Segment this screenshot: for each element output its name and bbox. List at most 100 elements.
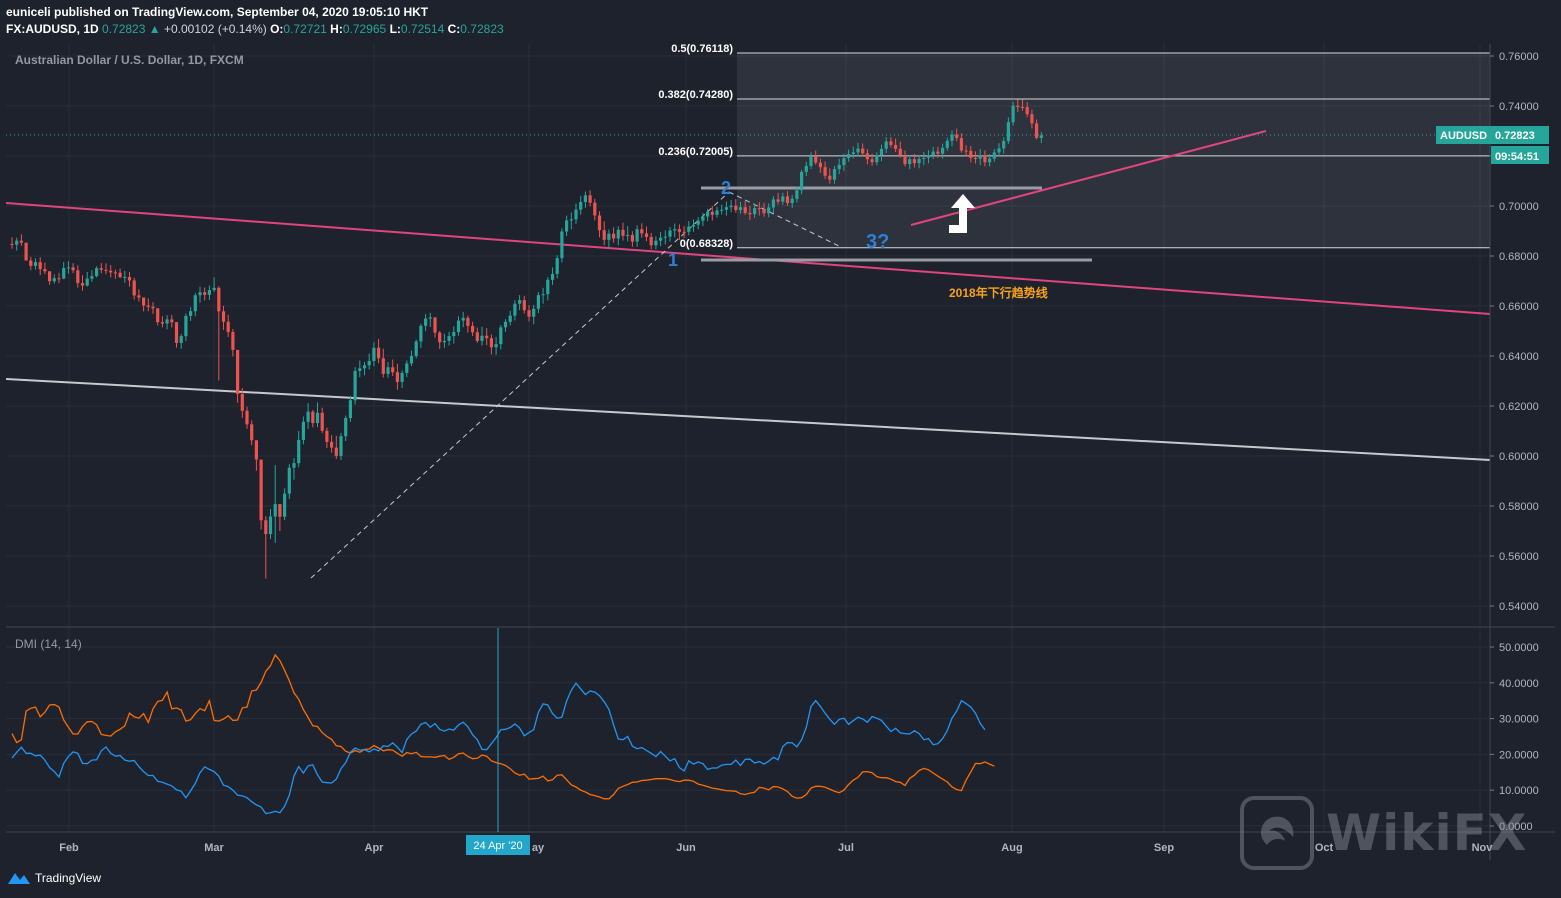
candle[interactable]: [908, 155, 912, 170]
candle[interactable]: [334, 435, 338, 460]
candle[interactable]: [250, 420, 254, 446]
candle[interactable]: [409, 350, 414, 367]
candle[interactable]: [405, 360, 409, 378]
candle[interactable]: [90, 270, 94, 282]
candle[interactable]: [630, 231, 634, 247]
candle[interactable]: [76, 265, 80, 288]
candle[interactable]: [306, 403, 310, 429]
candle[interactable]: [475, 327, 479, 343]
candle[interactable]: [113, 269, 117, 279]
candle[interactable]: [109, 265, 113, 278]
candle[interactable]: [503, 319, 508, 332]
candle[interactable]: [945, 137, 949, 151]
candle[interactable]: [677, 224, 681, 240]
candle[interactable]: [170, 314, 174, 328]
candle[interactable]: [696, 217, 700, 230]
candle[interactable]: [588, 190, 592, 207]
candle[interactable]: [193, 292, 197, 317]
candle[interactable]: [823, 161, 827, 179]
candle[interactable]: [38, 257, 42, 276]
candle[interactable]: [348, 396, 352, 423]
candle[interactable]: [471, 321, 475, 337]
candle[interactable]: [137, 289, 141, 302]
candle[interactable]: [522, 295, 526, 314]
fib-retracement[interactable]: 0.5(0.76118) 0.382(0.74280) 0.236(0.72005)…: [658, 43, 1490, 250]
candle[interactable]: [1006, 117, 1010, 144]
candle[interactable]: [132, 277, 136, 300]
candle[interactable]: [870, 153, 874, 166]
candle[interactable]: [757, 202, 761, 216]
candle[interactable]: [706, 208, 710, 222]
candle[interactable]: [344, 415, 348, 441]
candle[interactable]: [837, 158, 841, 175]
candle[interactable]: [480, 326, 484, 346]
candle[interactable]: [278, 504, 282, 532]
candle[interactable]: [865, 149, 869, 165]
candle[interactable]: [875, 152, 879, 166]
candle[interactable]: [433, 317, 437, 338]
long-trend-line[interactable]: [6, 378, 1490, 461]
candle[interactable]: [118, 268, 122, 278]
candle[interactable]: [499, 325, 503, 350]
candle[interactable]: [555, 255, 559, 279]
candle[interactable]: [123, 270, 127, 283]
candle[interactable]: [259, 459, 263, 530]
candle[interactable]: [828, 168, 832, 184]
candle[interactable]: [550, 267, 555, 285]
candle[interactable]: [682, 226, 686, 239]
candle[interactable]: [917, 155, 921, 169]
candle[interactable]: [673, 223, 677, 238]
candle[interactable]: [710, 205, 714, 221]
candle[interactable]: [52, 274, 56, 284]
candle[interactable]: [24, 242, 28, 261]
candle[interactable]: [851, 146, 855, 159]
candle[interactable]: [955, 128, 959, 142]
candle[interactable]: [372, 342, 376, 367]
candle[interactable]: [447, 331, 451, 346]
candle[interactable]: [659, 232, 663, 247]
candle[interactable]: [565, 215, 569, 237]
candle[interactable]: [936, 146, 940, 158]
candle[interactable]: [997, 143, 1001, 157]
candle[interactable]: [377, 338, 381, 364]
candle[interactable]: [71, 263, 75, 274]
candle[interactable]: [1030, 109, 1034, 129]
price-axis[interactable]: 0.760000.740000.720000.700000.680000.660…: [1490, 51, 1539, 613]
candle[interactable]: [508, 310, 512, 326]
candle[interactable]: [687, 221, 691, 236]
candle[interactable]: [518, 295, 522, 311]
candle[interactable]: [367, 353, 371, 370]
candle[interactable]: [461, 311, 465, 328]
candle[interactable]: [621, 222, 625, 241]
candle[interactable]: [419, 323, 423, 349]
candle[interactable]: [494, 337, 498, 355]
candle[interactable]: [268, 509, 273, 540]
candle[interactable]: [142, 297, 146, 312]
candle[interactable]: [818, 158, 822, 173]
candle[interactable]: [1020, 99, 1025, 111]
candle[interactable]: [330, 435, 334, 453]
candle[interactable]: [189, 307, 193, 321]
candle[interactable]: [165, 315, 169, 330]
dmi-axis[interactable]: 50.0000 40.0000 30.0000 20.0000 10.0000 0.000…: [1490, 642, 1539, 833]
candle[interactable]: [748, 205, 752, 221]
drawings[interactable]: [6, 130, 1490, 579]
candle[interactable]: [15, 237, 19, 251]
tradingview-logo[interactable]: TradingView: [8, 871, 101, 885]
candle[interactable]: [856, 142, 860, 157]
candle[interactable]: [922, 152, 926, 166]
candle[interactable]: [231, 328, 235, 357]
candle[interactable]: [715, 206, 719, 218]
candle[interactable]: [264, 516, 268, 579]
candle[interactable]: [33, 258, 38, 270]
candle[interactable]: [593, 198, 597, 221]
candle[interactable]: [395, 363, 399, 390]
candle[interactable]: [184, 313, 188, 341]
time-axis[interactable]: Feb Mar Apr ay Jun Jul Aug Sep Oct Nov: [59, 842, 1493, 854]
candle[interactable]: [583, 191, 587, 208]
candle[interactable]: [320, 407, 324, 433]
candle[interactable]: [273, 465, 277, 543]
candle[interactable]: [898, 141, 902, 158]
candle[interactable]: [414, 339, 418, 359]
candle[interactable]: [720, 204, 724, 215]
